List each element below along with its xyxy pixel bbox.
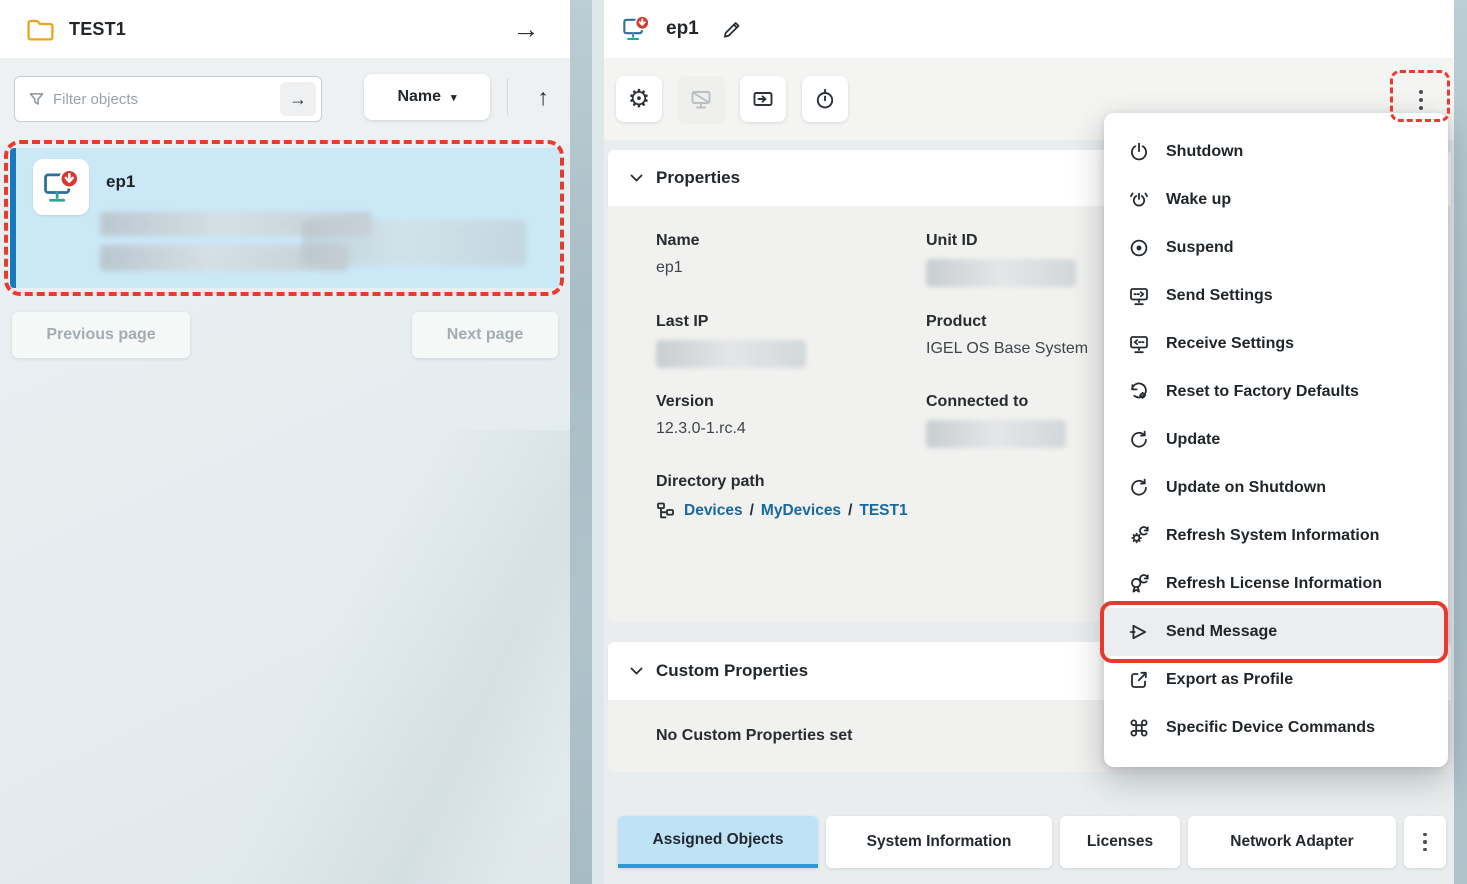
update-on-shutdown-icon	[1131, 478, 1147, 496]
send-to-device-button[interactable]	[740, 76, 786, 122]
redacted-text	[926, 420, 1066, 448]
device-icon-tile	[33, 159, 89, 215]
field-directory-path: Directory path Devices / MyDevices / TES…	[656, 473, 908, 519]
menu-item-export-as-profile[interactable]: Export as Profile	[1104, 656, 1448, 704]
folder-icon	[26, 17, 55, 42]
open-folder-arrow-button[interactable]: →	[504, 0, 548, 58]
next-page-button[interactable]: Next page	[412, 312, 558, 358]
breadcrumb-link-test1[interactable]: TEST1	[859, 502, 908, 519]
send-to-device-icon	[753, 92, 773, 106]
breadcrumb-separator: /	[749, 502, 754, 519]
panel-divider-light	[592, 0, 604, 884]
device-name: ep1	[106, 172, 136, 191]
more-tabs-kebab-button[interactable]	[1404, 816, 1446, 868]
menu-item-shutdown[interactable]: Shutdown	[1104, 128, 1448, 176]
update-icon	[1131, 430, 1147, 448]
menu-item-suspend[interactable]: Suspend	[1104, 224, 1448, 272]
device-actions-context-menu: Shutdown Wake up Suspend Send Settings R…	[1104, 113, 1448, 767]
pencil-icon	[723, 22, 740, 38]
sort-by-dropdown[interactable]: Name ▾	[364, 74, 490, 120]
reset-factory-icon	[1131, 382, 1147, 399]
shutdown-icon	[1131, 142, 1147, 161]
menu-item-update-on-shutdown[interactable]: Update on Shutdown	[1104, 464, 1448, 512]
power-control-icon	[816, 88, 834, 109]
toolbar-divider	[507, 78, 508, 116]
chevron-down-icon	[630, 667, 643, 676]
field-last-ip: Last IP	[656, 313, 806, 368]
device-action-toolbar: ⚙	[604, 58, 1454, 140]
object-list-panel: TEST1 → → Name ▾ ↑	[0, 0, 570, 884]
receive-settings-icon	[1130, 336, 1148, 354]
filter-toolbar: → Name ▾ ↑	[0, 58, 570, 144]
refresh-license-icon	[1131, 574, 1149, 593]
field-version: Version 12.3.0-1.rc.4	[656, 393, 746, 437]
breadcrumb-link-devices[interactable]: Devices	[684, 502, 743, 519]
funnel-icon	[29, 92, 44, 105]
apply-filter-button[interactable]: →	[280, 82, 316, 116]
tree-structure-icon	[657, 502, 674, 519]
menu-item-update[interactable]: Update	[1104, 416, 1448, 464]
chevron-down-icon: ▾	[451, 91, 457, 104]
filter-input[interactable]	[45, 90, 280, 108]
previous-page-button[interactable]: Previous page	[12, 312, 190, 358]
breadcrumb-separator: /	[848, 502, 853, 519]
field-unit-id: Unit ID	[926, 232, 1076, 287]
redacted-text	[656, 340, 806, 368]
tab-network-adapter[interactable]: Network Adapter	[1188, 816, 1396, 868]
device-endpoint-icon	[620, 14, 652, 44]
export-profile-icon	[1131, 671, 1147, 688]
send-message-icon	[1129, 624, 1147, 640]
suspend-icon	[1130, 239, 1148, 257]
menu-item-receive-settings[interactable]: Receive Settings	[1104, 320, 1448, 368]
folder-header: TEST1 →	[0, 0, 570, 58]
menu-item-send-settings[interactable]: Send Settings	[1104, 272, 1448, 320]
edit-name-button[interactable]	[715, 18, 747, 40]
custom-properties-empty-text: No Custom Properties set	[656, 727, 853, 744]
field-connected-to: Connected to	[926, 393, 1066, 448]
refresh-system-icon	[1131, 526, 1149, 544]
tab-assigned-objects[interactable]: Assigned Objects	[618, 816, 818, 868]
more-actions-kebab-button[interactable]	[1401, 80, 1441, 120]
tab-system-information[interactable]: System Information	[826, 816, 1052, 868]
field-name: Name ep1	[656, 232, 700, 276]
redacted-text	[302, 220, 526, 266]
power-control-button[interactable]	[802, 76, 848, 122]
sort-by-label: Name	[397, 88, 442, 105]
field-product: Product IGEL OS Base System	[926, 313, 1089, 357]
redacted-text	[926, 259, 1076, 287]
breadcrumb-link-mydevices[interactable]: MyDevices	[760, 502, 842, 519]
device-endpoint-icon	[44, 168, 80, 202]
custom-properties-section-title: Custom Properties	[656, 661, 809, 680]
menu-item-refresh-system-information[interactable]: Refresh System Information	[1104, 512, 1448, 560]
sort-direction-button[interactable]: ↑	[520, 74, 566, 120]
right-edge-strip	[1454, 0, 1467, 884]
selection-bar	[10, 148, 16, 288]
menu-item-refresh-license-information[interactable]: Refresh License Information	[1104, 560, 1448, 608]
panel-divider	[570, 0, 592, 884]
chevron-down-icon	[630, 174, 643, 183]
device-title: ep1	[666, 18, 699, 39]
detail-tabs: Assigned Objects System Information Lice…	[604, 816, 1454, 872]
remote-screen-button-disabled[interactable]	[678, 76, 724, 122]
menu-item-specific-device-commands[interactable]: Specific Device Commands	[1104, 704, 1448, 752]
wake-up-icon	[1130, 192, 1148, 207]
send-settings-icon	[1130, 288, 1148, 306]
filter-objects-field[interactable]: →	[14, 76, 322, 122]
settings-button[interactable]: ⚙	[616, 76, 662, 122]
properties-section-title: Properties	[656, 168, 741, 187]
settings-gear-icon: ⚙	[627, 84, 651, 113]
tab-licenses[interactable]: Licenses	[1060, 816, 1180, 868]
menu-item-send-message[interactable]: Send Message	[1104, 608, 1448, 656]
device-detail-header: ep1	[604, 0, 1454, 58]
device-commands-icon	[1130, 719, 1148, 737]
menu-item-wake-up[interactable]: Wake up	[1104, 176, 1448, 224]
folder-title: TEST1	[69, 18, 127, 39]
menu-item-reset-factory-defaults[interactable]: Reset to Factory Defaults	[1104, 368, 1448, 416]
remote-screen-disabled-icon	[691, 91, 711, 109]
device-list-item-ep1[interactable]: ep1	[10, 148, 560, 288]
